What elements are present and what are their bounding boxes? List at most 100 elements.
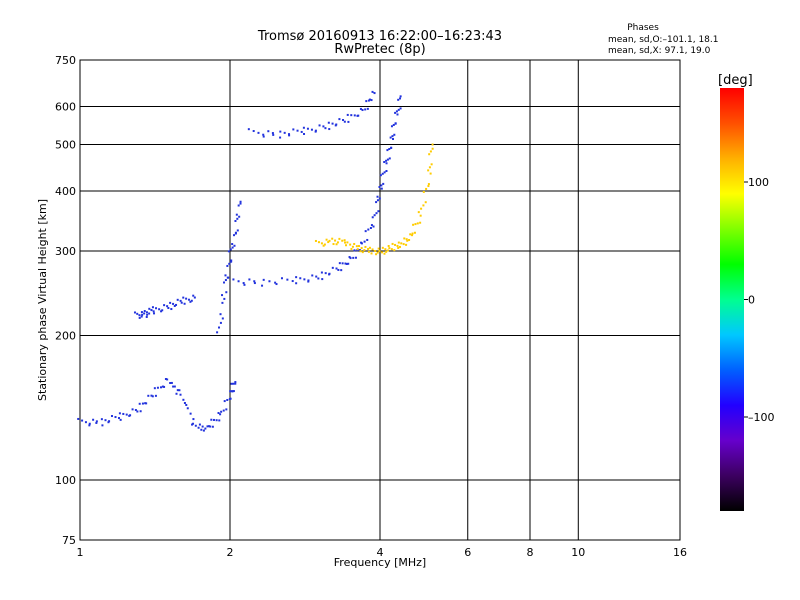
data-point bbox=[422, 190, 425, 193]
data-point bbox=[166, 378, 169, 381]
data-point bbox=[225, 408, 228, 411]
data-point bbox=[128, 414, 131, 417]
data-point bbox=[300, 130, 303, 133]
data-point bbox=[431, 147, 434, 150]
data-point bbox=[242, 282, 245, 285]
data-point bbox=[232, 390, 235, 393]
x-tick-label: 8 bbox=[527, 546, 534, 559]
data-point bbox=[295, 276, 298, 279]
data-point bbox=[236, 229, 239, 232]
data-point bbox=[197, 426, 200, 429]
data-point bbox=[239, 202, 242, 205]
data-point bbox=[397, 241, 400, 244]
data-point bbox=[219, 313, 222, 316]
data-point bbox=[427, 183, 430, 186]
data-point bbox=[202, 429, 205, 432]
data-point bbox=[204, 427, 207, 430]
data-point bbox=[386, 158, 389, 161]
data-point bbox=[383, 252, 386, 255]
data-point bbox=[231, 390, 234, 393]
data-point bbox=[286, 278, 289, 281]
data-point bbox=[232, 382, 235, 385]
data-point bbox=[158, 308, 161, 311]
colorbar-tick-label: –100 bbox=[748, 411, 775, 424]
data-point bbox=[291, 280, 294, 283]
data-point bbox=[136, 410, 139, 413]
data-point bbox=[368, 98, 371, 101]
x-tick-labels: 1 2 4 6 8 10 16 bbox=[77, 546, 688, 559]
data-point bbox=[88, 422, 91, 425]
data-point bbox=[411, 234, 414, 237]
data-point bbox=[170, 381, 173, 384]
data-point bbox=[315, 275, 318, 278]
data-point bbox=[133, 311, 136, 314]
data-point bbox=[122, 412, 125, 415]
data-point bbox=[380, 251, 383, 254]
data-point bbox=[148, 307, 151, 310]
data-point bbox=[84, 421, 87, 424]
data-point bbox=[395, 110, 398, 113]
data-point bbox=[356, 249, 359, 252]
data-point bbox=[336, 241, 339, 244]
data-point bbox=[376, 251, 379, 254]
data-point bbox=[364, 230, 367, 233]
data-point bbox=[322, 244, 325, 247]
data-point bbox=[145, 315, 148, 318]
data-point bbox=[152, 310, 155, 313]
data-point bbox=[231, 243, 234, 246]
data-point bbox=[396, 244, 399, 247]
data-point bbox=[183, 401, 186, 404]
data-point bbox=[371, 90, 374, 93]
data-point bbox=[366, 238, 369, 241]
data-point bbox=[150, 309, 153, 312]
data-point bbox=[163, 385, 166, 388]
data-point bbox=[419, 214, 422, 217]
phase-box-line-x: mean, sd,X: 97.1, 19.0 bbox=[608, 46, 711, 56]
data-point bbox=[378, 250, 381, 253]
x-tick-label: 16 bbox=[673, 546, 687, 559]
data-point bbox=[280, 277, 283, 280]
data-point bbox=[153, 387, 156, 390]
chart-title: Tromsø 20160913 16:22:00–16:23:43 bbox=[257, 29, 502, 44]
data-point bbox=[386, 149, 389, 152]
data-point bbox=[417, 211, 420, 214]
data-point bbox=[371, 216, 374, 219]
data-point bbox=[380, 184, 383, 187]
data-point bbox=[222, 409, 225, 412]
data-point bbox=[409, 233, 412, 236]
data-point bbox=[371, 248, 374, 251]
data-point bbox=[221, 301, 224, 304]
data-point bbox=[331, 237, 334, 240]
data-point bbox=[226, 398, 229, 401]
data-point bbox=[253, 280, 256, 283]
data-point bbox=[356, 248, 359, 251]
data-point bbox=[295, 282, 298, 285]
data-point bbox=[257, 131, 260, 134]
data-point bbox=[394, 122, 397, 125]
data-point bbox=[143, 310, 146, 313]
data-point bbox=[364, 245, 367, 248]
data-point bbox=[334, 239, 337, 242]
data-point bbox=[131, 408, 134, 411]
data-point bbox=[92, 418, 95, 421]
data-point bbox=[328, 273, 331, 276]
data-point bbox=[376, 195, 379, 198]
data-point bbox=[314, 130, 317, 133]
data-point bbox=[229, 248, 232, 251]
data-point bbox=[353, 114, 356, 117]
data-point bbox=[182, 398, 185, 401]
data-point bbox=[322, 125, 325, 128]
data-point bbox=[173, 385, 176, 388]
data-point bbox=[150, 394, 153, 397]
data-point bbox=[359, 107, 362, 110]
data-point bbox=[394, 243, 397, 246]
data-point bbox=[345, 262, 348, 265]
x-tick-label: 6 bbox=[464, 546, 471, 559]
data-point bbox=[310, 128, 313, 131]
data-point bbox=[134, 409, 137, 412]
data-point bbox=[402, 243, 405, 246]
data-point bbox=[314, 239, 317, 242]
data-point bbox=[114, 416, 117, 419]
data-point bbox=[327, 241, 330, 244]
data-point bbox=[206, 425, 209, 428]
